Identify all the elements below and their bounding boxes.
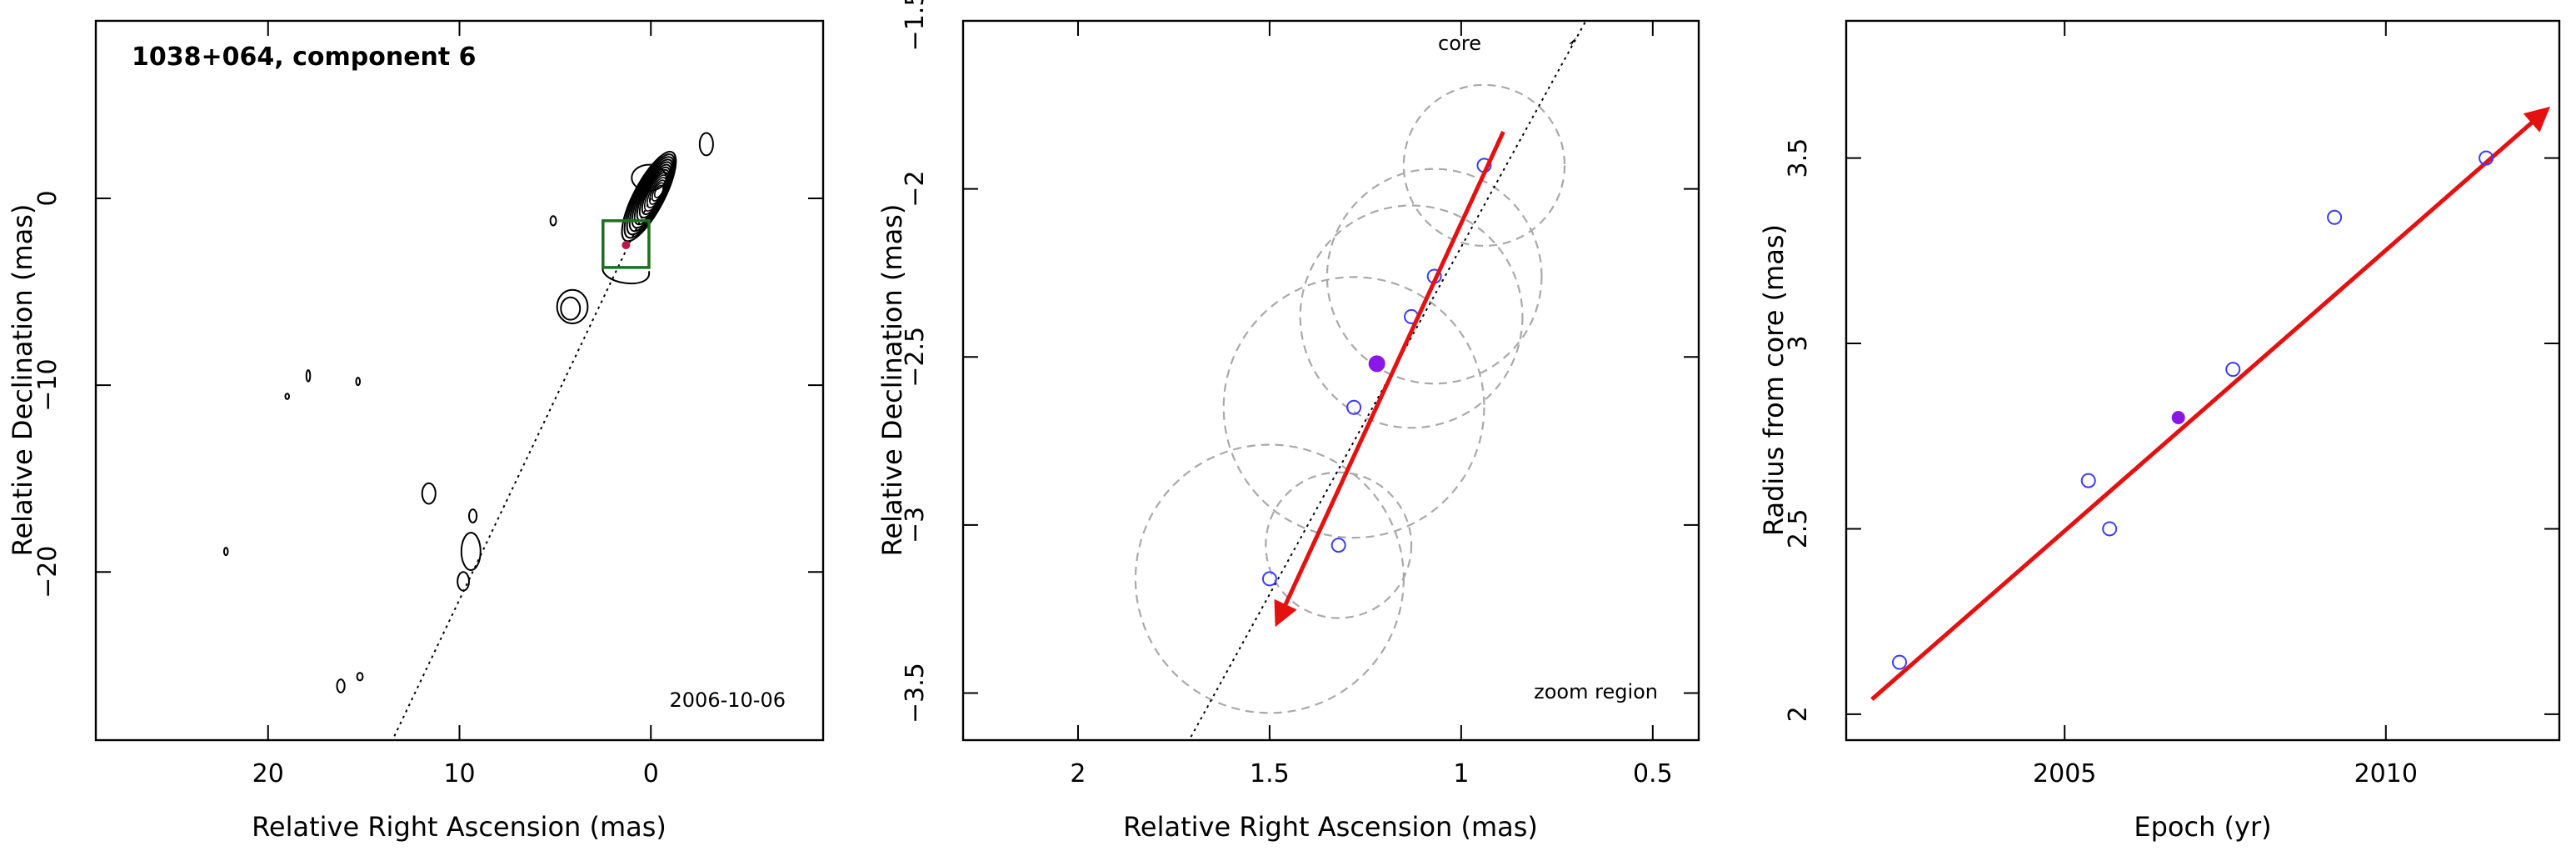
uncertainty-circle (1134, 443, 1405, 714)
vlbi-map-panel: 20 10 0 0 −10 −20 1038+064, component 6 2006-… (7, 19, 825, 843)
contour (556, 288, 589, 325)
data-point (1346, 399, 1362, 415)
y-tick-label: −3.5 (901, 663, 930, 723)
zoom-box (602, 219, 651, 269)
y-tick-label: −3 (901, 507, 930, 543)
x-axis-label: Relative Right Ascension (mas) (252, 811, 666, 843)
y-axis-label: Radius from core (mas) (1758, 224, 1790, 536)
zoom-region-annotation: zoom region (1534, 680, 1658, 703)
data-point (2479, 150, 2494, 166)
contour (457, 571, 470, 592)
y-tick-label: −1.5 (901, 0, 930, 51)
contour (305, 369, 312, 383)
contour (222, 547, 229, 557)
y-axis-label: Relative Declination (mas) (7, 204, 38, 557)
mean-epoch-point (2171, 410, 2185, 424)
x-tick-label: 2010 (2354, 759, 2418, 788)
uncertainty-circle (1402, 83, 1566, 248)
jet-direction-line (392, 198, 652, 740)
data-point (1261, 571, 1277, 587)
contour (653, 184, 664, 198)
data-point (2080, 473, 2096, 488)
x-tick-label: 2 (1070, 759, 1086, 788)
uncertainty-circle (1325, 168, 1543, 385)
contour (549, 215, 557, 227)
radius-epoch-panel: 2005 2010 2 2.5 3 3.5 Epoch (yr) Radius from … (1758, 19, 2561, 843)
y-tick-label: −2.5 (901, 327, 930, 388)
contour (467, 508, 478, 523)
contour (460, 532, 482, 572)
plot-frame (94, 19, 825, 742)
y-tick-label: 3.5 (1784, 138, 1813, 178)
x-axis-label: Epoch (yr) (2134, 811, 2271, 843)
x-tick-label: 2005 (2033, 759, 2096, 788)
plot-frame (1845, 19, 2561, 742)
fit-arrow (1274, 131, 1505, 628)
uncertainty-circle (1222, 276, 1485, 539)
contour (421, 482, 437, 505)
uncertainty-circle (1265, 471, 1413, 619)
contour (356, 672, 364, 682)
mean-position-point (1368, 355, 1385, 373)
core-annotation: core (1438, 32, 1481, 55)
contour (336, 678, 346, 693)
x-tick-label: 0 (643, 759, 659, 788)
x-tick-label: 1.5 (1250, 759, 1290, 788)
contour (284, 393, 291, 400)
contour (355, 377, 362, 387)
map-title: 1038+064, component 6 (132, 43, 477, 72)
zoom-panel: 2 1.5 1 0.5 −1.5 −2 −2.5 −3 −3.5 core zoom regio… (876, 0, 1700, 843)
core-contours (621, 151, 677, 243)
y-axis-label: Relative Declination (mas) (876, 204, 908, 557)
core-arrowhead (1568, 38, 1576, 48)
contour (560, 296, 582, 321)
y-tick-label: −2 (901, 171, 930, 208)
contour (698, 132, 714, 157)
data-point (2327, 209, 2343, 225)
x-tick-label: 1 (1453, 759, 1469, 788)
y-tick-label: −10 (33, 358, 62, 411)
x-tick-label: 20 (252, 759, 284, 788)
data-point (2225, 362, 2241, 378)
epoch-date-label: 2006-10-06 (670, 688, 786, 712)
y-tick-label: 0 (33, 190, 62, 206)
x-axis-label: Relative Right Ascension (mas) (1123, 811, 1538, 843)
plot-frame (961, 19, 1700, 742)
data-point (2102, 521, 2118, 537)
jet-direction-line (1188, 21, 1587, 740)
uncertainty-circle (1299, 204, 1524, 429)
y-tick-label: 2 (1784, 706, 1813, 722)
data-point (1330, 538, 1346, 553)
contour (602, 265, 650, 285)
data-point (1892, 654, 1908, 670)
y-tick-label: −20 (33, 546, 62, 598)
fit-arrow (1870, 106, 2551, 701)
x-tick-label: 10 (443, 759, 475, 788)
x-tick-label: 0.5 (1633, 759, 1673, 788)
y-tick-label: 2.5 (1784, 509, 1813, 549)
y-tick-label: 3 (1784, 335, 1813, 351)
component-marker (622, 240, 631, 249)
